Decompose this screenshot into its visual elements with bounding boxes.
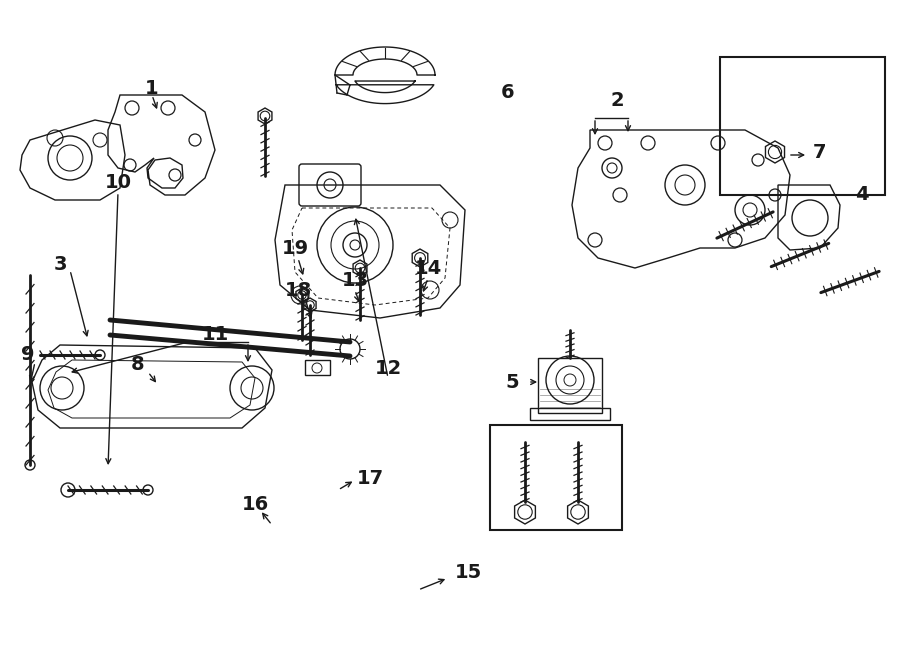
Text: 10: 10 <box>104 173 131 192</box>
Bar <box>305 360 330 375</box>
Bar <box>538 358 602 413</box>
Text: 7: 7 <box>814 143 827 161</box>
Text: 13: 13 <box>341 270 369 290</box>
Text: 14: 14 <box>414 258 442 278</box>
Text: 3: 3 <box>53 256 67 274</box>
Text: 18: 18 <box>284 280 311 299</box>
Text: 5: 5 <box>505 373 518 391</box>
Bar <box>530 408 610 420</box>
Text: 17: 17 <box>356 469 383 488</box>
Text: 19: 19 <box>282 239 309 258</box>
Text: 8: 8 <box>131 356 145 375</box>
Text: 6: 6 <box>501 83 515 102</box>
Text: 15: 15 <box>454 563 482 582</box>
Text: 9: 9 <box>22 346 35 364</box>
Text: 12: 12 <box>374 358 401 377</box>
Text: 11: 11 <box>202 325 229 344</box>
Text: 2: 2 <box>610 91 624 110</box>
Text: 1: 1 <box>145 79 158 98</box>
Text: 16: 16 <box>241 496 268 514</box>
Bar <box>720 57 885 195</box>
Bar <box>490 425 622 530</box>
Text: 4: 4 <box>855 186 868 204</box>
